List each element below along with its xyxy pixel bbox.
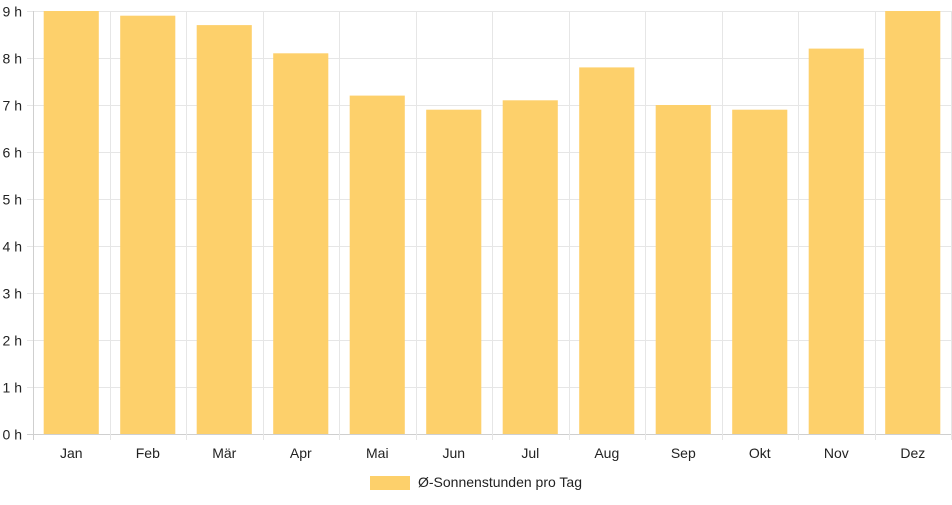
y-tick-label: 6 h [3, 145, 22, 161]
bar-apr[interactable] [273, 53, 329, 435]
x-tick-label: Jul [521, 445, 539, 461]
y-tick-label: 1 h [3, 380, 22, 396]
x-tick-label: Mär [212, 445, 236, 461]
y-tick-label: 4 h [3, 239, 22, 255]
bar-jun[interactable] [426, 109, 482, 434]
y-tick-label: 5 h [3, 192, 22, 208]
y-tick-label: 0 h [3, 427, 22, 443]
x-tick-label: Feb [136, 445, 160, 461]
bars [43, 11, 941, 435]
x-tick-label: Jun [443, 445, 466, 461]
bar-mai[interactable] [349, 95, 405, 434]
y-tick-label: 7 h [3, 98, 22, 114]
legend[interactable]: Ø-Sonnenstunden pro Tag [370, 474, 582, 490]
legend-label: Ø-Sonnenstunden pro Tag [418, 474, 582, 490]
bar-okt[interactable] [732, 109, 788, 434]
bar-aug[interactable] [579, 67, 635, 435]
bar-sep[interactable] [655, 105, 711, 434]
x-tick-label: Mai [366, 445, 389, 461]
bar-jul[interactable] [502, 100, 558, 435]
axes: 0 h 1 h 2 h 3 h 4 h 5 h 6 h 7 h 8 h 9 h Jan Feb Mär A… [3, 4, 926, 462]
x-tick-label: Nov [824, 445, 849, 461]
legend-swatch [370, 476, 410, 490]
bar-jan[interactable] [43, 11, 99, 434]
bar-nov[interactable] [808, 48, 864, 434]
bar-dez[interactable] [885, 11, 941, 434]
x-tick-label: Sep [671, 445, 696, 461]
x-tick-label: Dez [900, 445, 925, 461]
y-tick-label: 9 h [3, 4, 22, 20]
x-tick-label: Aug [594, 445, 619, 461]
y-tick-label: 3 h [3, 286, 22, 302]
x-tick-label: Apr [290, 445, 312, 461]
bar-feb[interactable] [120, 15, 176, 434]
bar-mär[interactable] [196, 25, 252, 434]
x-tick-label: Jan [60, 445, 83, 461]
y-tick-label: 8 h [3, 51, 22, 67]
y-tick-label: 2 h [3, 333, 22, 349]
x-tick-label: Okt [749, 445, 771, 461]
